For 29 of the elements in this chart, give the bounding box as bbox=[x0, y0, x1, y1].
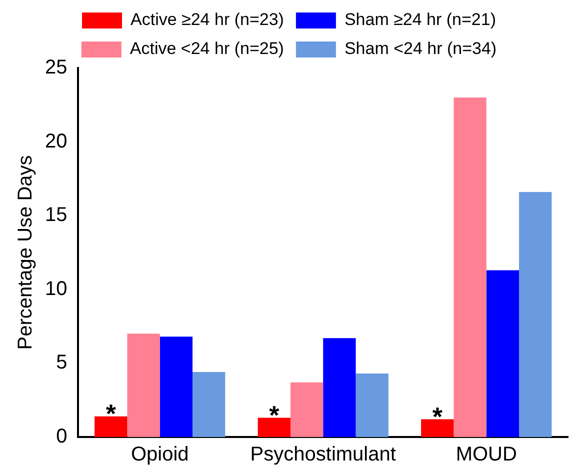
legend-label: Sham ≥24 hr (n=21) bbox=[344, 10, 496, 30]
bar bbox=[192, 372, 226, 437]
annotation: * bbox=[432, 401, 444, 432]
bar bbox=[421, 419, 454, 437]
bar bbox=[290, 382, 324, 437]
y-tick-label: 10 bbox=[44, 278, 68, 300]
y-tick-label: 0 bbox=[56, 426, 68, 448]
y-tick-label: 20 bbox=[44, 130, 68, 152]
x-tick-label: Psychostimulant bbox=[250, 444, 396, 466]
x-tick-label: MOUD bbox=[456, 444, 517, 466]
bar bbox=[454, 98, 486, 437]
legend-label: Active ≥24 hr (n=23) bbox=[130, 10, 284, 30]
annotation: * bbox=[106, 398, 117, 428]
annotation: * bbox=[269, 400, 280, 430]
bar bbox=[519, 192, 552, 437]
y-tick-label: 15 bbox=[44, 204, 68, 226]
legend-label: Active <24 hr (n=25) bbox=[130, 39, 284, 58]
bar bbox=[160, 336, 193, 437]
legend-label: Sham <24 hr (n=34) bbox=[344, 39, 497, 58]
y-axis-title: Percentage Use Days bbox=[14, 155, 37, 350]
bar bbox=[486, 270, 520, 437]
bar bbox=[94, 416, 128, 437]
y-tick-label: 25 bbox=[44, 56, 68, 79]
y-tick-label: 5 bbox=[56, 352, 68, 374]
bar bbox=[323, 338, 356, 437]
bar bbox=[356, 374, 388, 437]
x-tick-label: Opioid bbox=[130, 444, 189, 466]
bar bbox=[258, 418, 290, 437]
bar bbox=[127, 334, 160, 437]
